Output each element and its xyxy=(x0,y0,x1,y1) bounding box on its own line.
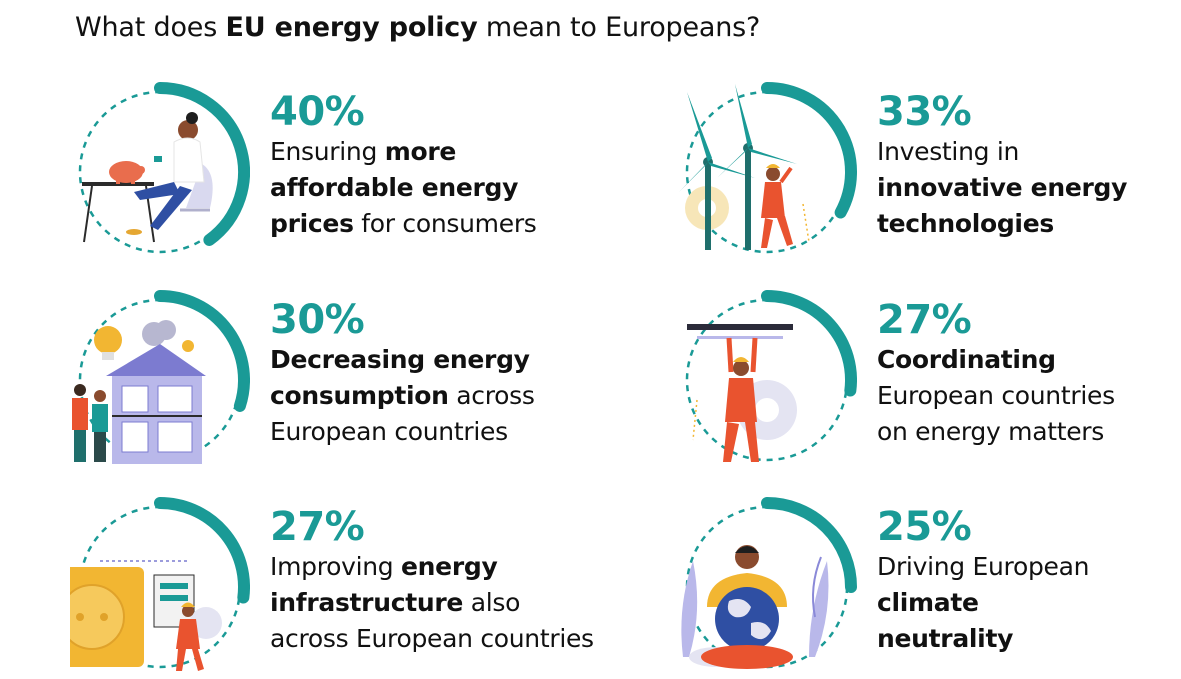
description-line: affordable energy xyxy=(270,170,630,206)
description-bold-text: innovative energy xyxy=(877,173,1128,202)
description-line: Investing in xyxy=(877,134,1181,170)
description-bold-text: affordable energy xyxy=(270,173,519,202)
worker-holding-bar-illustration xyxy=(687,324,797,462)
description-line: across European countries xyxy=(270,621,630,657)
description-text: European countries xyxy=(877,381,1115,410)
stat-item-climate-neutrality: 25% Driving European climate neutrality xyxy=(677,497,1181,677)
stat-percent: 33% xyxy=(877,89,972,135)
stat-description: Ensuring more affordable energy prices for… xyxy=(270,134,630,242)
description-line: consumption across xyxy=(270,378,630,414)
description-line: technologies xyxy=(877,206,1181,242)
description-text: for consumers xyxy=(353,209,537,238)
description-bold-text: technologies xyxy=(877,209,1054,238)
stat-description: Driving European climate neutrality xyxy=(877,549,1181,657)
stat-percent: 27% xyxy=(877,297,972,343)
description-line: Improving energy xyxy=(270,549,630,585)
description-line: European countries xyxy=(877,378,1181,414)
ring-chart xyxy=(677,82,857,262)
description-line: neutrality xyxy=(877,621,1181,657)
ring-gauge xyxy=(685,82,857,254)
stat-percent: 25% xyxy=(877,504,972,550)
stat-text: 40% Ensuring more affordable energy prices… xyxy=(270,90,630,242)
description-bold-text: Decreasing energy xyxy=(270,345,530,374)
description-line: innovative energy xyxy=(877,170,1181,206)
ring-value-arc xyxy=(761,497,857,593)
stat-text: 25% Driving European climate neutrality xyxy=(877,505,1181,657)
stat-description: Investing in innovative energy technologie… xyxy=(877,134,1181,242)
description-text: Driving European xyxy=(877,552,1090,581)
ring-value-arc xyxy=(154,82,250,246)
stat-text: 30% Decreasing energy consumption across E… xyxy=(270,298,630,450)
description-line: European countries xyxy=(270,414,630,450)
ring-gauge xyxy=(78,82,250,254)
description-text: also xyxy=(463,588,521,617)
stat-text: 27% Coordinating European countries on ene… xyxy=(877,298,1181,450)
page-title: What does EU energy policy mean to Europ… xyxy=(75,12,760,43)
stat-text: 33% Investing in innovative energy technol… xyxy=(877,90,1181,242)
description-line: on energy matters xyxy=(877,414,1181,450)
stat-description: Coordinating European countries on energy … xyxy=(877,342,1181,450)
description-text: on energy matters xyxy=(877,417,1105,446)
woman-piggy-bank-illustration xyxy=(82,112,213,243)
stat-description: Improving energy infrastructure also acros… xyxy=(270,549,630,657)
description-text: Ensuring xyxy=(270,137,385,166)
description-text: Investing in xyxy=(877,137,1020,166)
title-prefix: What does xyxy=(75,12,226,43)
description-text: across xyxy=(448,381,535,410)
ring-gauge xyxy=(78,497,250,669)
description-bold-text: prices xyxy=(270,209,354,238)
wind-turbine-worker-illustration xyxy=(679,84,810,250)
description-bold-text: consumption xyxy=(270,381,449,410)
description-bold-text: energy xyxy=(401,552,498,581)
stat-description: Decreasing energy consumption across Europ… xyxy=(270,342,630,450)
ring-gauge xyxy=(685,290,857,462)
description-line: prices for consumers xyxy=(270,206,630,242)
ring-value-arc xyxy=(761,290,857,397)
power-socket-illustration xyxy=(70,560,222,671)
description-text: across European countries xyxy=(270,624,594,653)
description-line: infrastructure also xyxy=(270,585,630,621)
description-line: Ensuring more xyxy=(270,134,630,170)
ring-chart xyxy=(70,497,250,677)
stat-item-innovative-technologies: 33% Investing in innovative energy technol… xyxy=(677,82,1181,262)
stat-percent: 27% xyxy=(270,504,365,550)
stat-text: 27% Improving energy infrastructure also a… xyxy=(270,505,630,657)
ring-value-arc xyxy=(154,290,250,412)
person-holding-globe-illustration xyxy=(681,545,829,669)
description-bold-text: climate xyxy=(877,588,979,617)
description-bold-text: infrastructure xyxy=(270,588,464,617)
description-line: climate xyxy=(877,585,1181,621)
ring-chart xyxy=(70,82,250,262)
title-bold: EU energy policy xyxy=(225,12,478,43)
ring-chart xyxy=(677,290,857,470)
stat-item-infrastructure: 27% Improving energy infrastructure also a… xyxy=(70,497,630,677)
stat-percent: 30% xyxy=(270,297,365,343)
stat-percent: 40% xyxy=(270,89,365,135)
description-line: Driving European xyxy=(877,549,1181,585)
stat-item-coordinating: 27% Coordinating European countries on ene… xyxy=(677,290,1181,470)
description-bold-text: more xyxy=(384,137,457,166)
stat-item-decreasing-consumption: 30% Decreasing energy consumption across E… xyxy=(70,290,630,470)
description-text: Improving xyxy=(270,552,402,581)
ring-value-arc xyxy=(154,497,250,604)
description-line: Decreasing energy xyxy=(270,342,630,378)
description-line: Coordinating xyxy=(877,342,1181,378)
description-bold-text: Coordinating xyxy=(877,345,1056,374)
title-suffix: mean to Europeans? xyxy=(477,12,761,43)
ring-value-arc xyxy=(761,82,857,219)
house-lightbulb-illustration xyxy=(72,320,206,464)
description-bold-text: neutrality xyxy=(877,624,1014,653)
description-text: European countries xyxy=(270,417,508,446)
stat-item-affordable-prices: 40% Ensuring more affordable energy prices… xyxy=(70,82,630,262)
